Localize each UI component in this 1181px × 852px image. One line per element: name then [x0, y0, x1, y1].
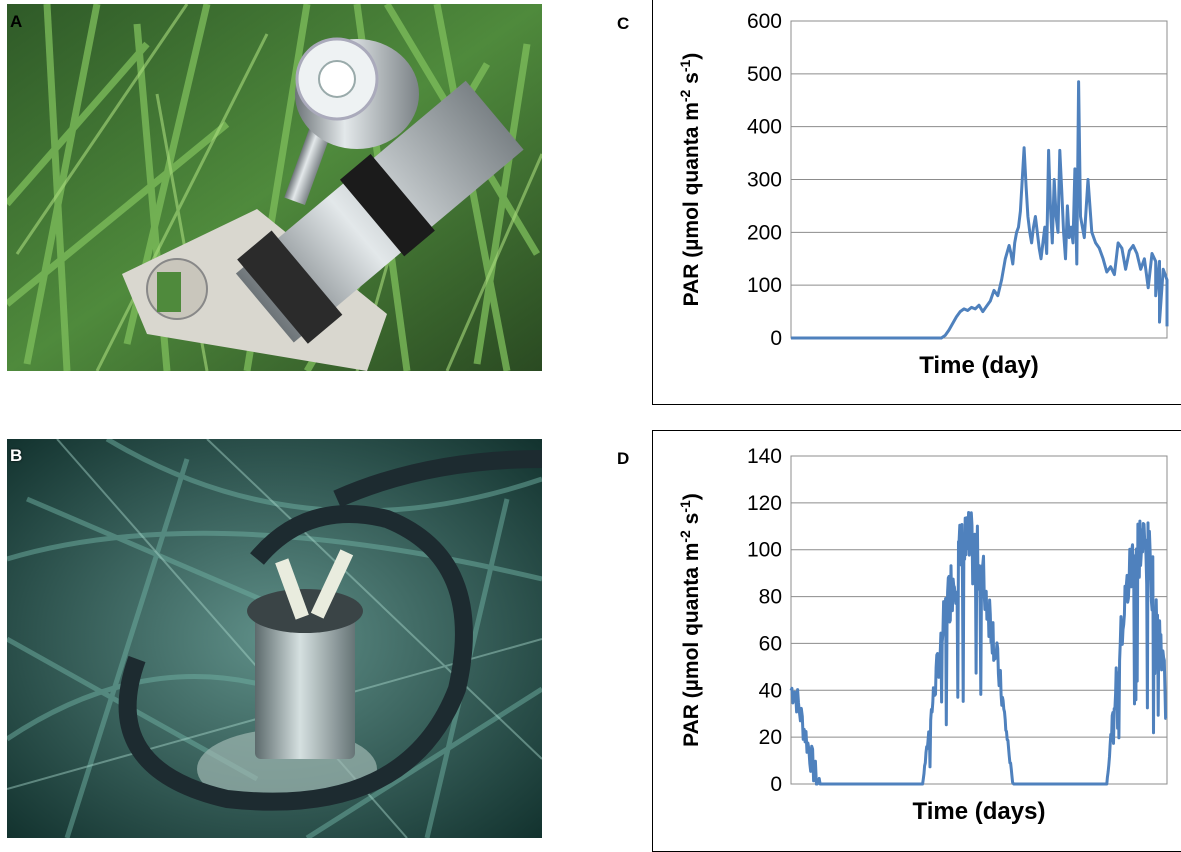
x-axis-label: Time (day) [919, 352, 1039, 379]
chart-panel-c: 0 100 200 300 400 500 600 Time (day) PAR (µmol q… [652, 0, 1181, 405]
panel-label-b: B [10, 446, 23, 465]
photo-panel-a [7, 4, 542, 371]
plot-area-border [790, 20, 1168, 339]
y-tick-label-0: 0 [770, 773, 782, 796]
y-tick-label-120: 120 [747, 492, 782, 515]
y-tick-label-100: 100 [747, 539, 782, 562]
chart-panel-d: 0 20 40 60 80 100 120 140 Time (days) PAR (µmol q… [652, 430, 1181, 852]
y-tick-label-600: 600 [747, 10, 782, 33]
seagrass-sensor-photo [7, 4, 542, 371]
seabed-sensor-photo [7, 439, 542, 838]
y-tick-label-20: 20 [759, 726, 782, 749]
y-tick-label-300: 300 [747, 169, 782, 192]
y-tick-label-500: 500 [747, 63, 782, 86]
chart-d-svg: 0 20 40 60 80 100 120 140 Time (days) PAR (µmol q… [677, 445, 1168, 825]
y-tick-label-0: 0 [770, 327, 782, 350]
y-axis-label: PAR (µmol quanta m-2 s-1) [677, 53, 703, 307]
y-axis-label: PAR (µmol quanta m-2 s-1) [677, 493, 703, 747]
panel-label-c: C [617, 14, 630, 33]
photo-panel-b [7, 439, 542, 838]
y-tick-label-40: 40 [759, 679, 782, 702]
y-tick-label-60: 60 [759, 632, 782, 655]
data-series-line [791, 80, 1169, 340]
y-tick-label-200: 200 [747, 221, 782, 244]
data-series-line [789, 511, 1168, 786]
y-tick-label-80: 80 [759, 586, 782, 609]
y-tick-label-100: 100 [747, 274, 782, 297]
plot-area-border [790, 455, 1168, 785]
y-tick-label-400: 400 [747, 116, 782, 139]
chart-c-svg: 0 100 200 300 400 500 600 Time (day) PAR (µmol q… [677, 10, 1169, 379]
y-tick-label-140: 140 [747, 445, 782, 468]
panel-label-d: D [617, 449, 630, 468]
x-axis-label: Time (days) [913, 798, 1046, 825]
panel-label-a: A [10, 12, 23, 31]
